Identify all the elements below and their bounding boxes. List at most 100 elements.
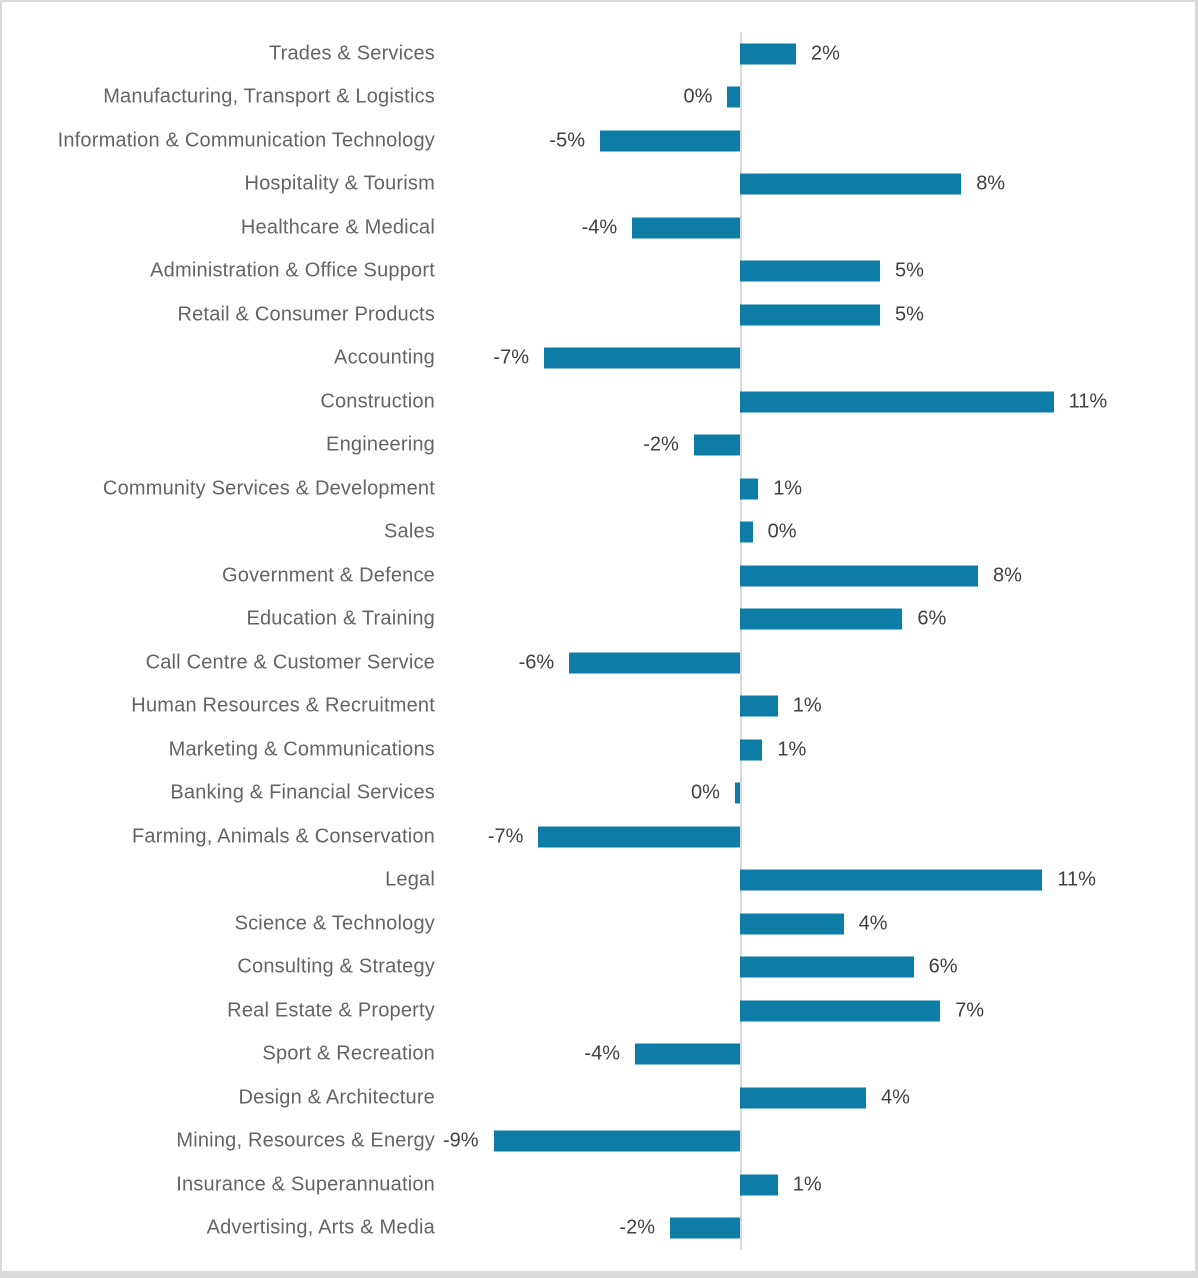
chart-row: Banking & Financial Services 0% bbox=[2, 772, 1196, 816]
value-label: 0% bbox=[767, 520, 797, 543]
bar bbox=[635, 1043, 740, 1065]
category-label: Call Centre & Customer Service bbox=[145, 651, 435, 674]
bar bbox=[740, 565, 978, 587]
bar bbox=[740, 913, 844, 935]
chart-row: Marketing & Communications 1% bbox=[2, 728, 1196, 772]
chart-row: Construction 11% bbox=[2, 380, 1196, 424]
bar bbox=[693, 434, 740, 456]
bar bbox=[740, 956, 914, 978]
value-label: -4% bbox=[584, 1042, 620, 1065]
category-label: Insurance & Superannuation bbox=[176, 1173, 435, 1196]
value-label: 7% bbox=[955, 999, 985, 1022]
value-label: -2% bbox=[643, 433, 679, 456]
chart-row: Hospitality & Tourism 8% bbox=[2, 163, 1196, 207]
chart-row: Sport & Recreation -4% bbox=[2, 1033, 1196, 1077]
category-label: Banking & Financial Services bbox=[170, 781, 435, 804]
category-label: Consulting & Strategy bbox=[237, 955, 435, 978]
chart-row: Insurance & Superannuation 1% bbox=[2, 1163, 1196, 1207]
bar bbox=[740, 43, 796, 65]
chart-row: Government & Defence 8% bbox=[2, 554, 1196, 598]
category-label: Construction bbox=[320, 390, 435, 413]
chart-row: Advertising, Arts & Media -2% bbox=[2, 1207, 1196, 1251]
value-label: -6% bbox=[518, 651, 555, 674]
category-label: Legal bbox=[385, 868, 435, 891]
value-label: 5% bbox=[895, 259, 924, 282]
bar bbox=[569, 652, 740, 674]
bar bbox=[740, 391, 1054, 413]
category-label: Retail & Consumer Products bbox=[177, 303, 435, 326]
bar bbox=[740, 304, 880, 326]
bar bbox=[544, 347, 740, 369]
bar bbox=[740, 695, 778, 717]
chart-row: Mining, Resources & Energy -9% bbox=[2, 1120, 1196, 1164]
value-label: 8% bbox=[976, 172, 1006, 195]
bar bbox=[632, 217, 740, 239]
value-label: 5% bbox=[895, 303, 924, 326]
category-label: Real Estate & Property bbox=[227, 999, 435, 1022]
category-label: Trades & Services bbox=[268, 42, 435, 65]
chart-row: Call Centre & Customer Service -6% bbox=[2, 641, 1196, 685]
category-label: Administration & Office Support bbox=[150, 259, 435, 282]
value-label: 6% bbox=[928, 955, 958, 978]
window-bottom-edge bbox=[2, 1271, 1195, 1276]
category-label: Education & Training bbox=[246, 607, 435, 630]
category-label: Farming, Animals & Conservation bbox=[132, 825, 435, 848]
category-label: Sport & Recreation bbox=[262, 1042, 435, 1065]
category-label: Healthcare & Medical bbox=[240, 216, 435, 239]
value-label: 0% bbox=[683, 85, 713, 108]
bar bbox=[740, 739, 763, 761]
value-label: -9% bbox=[443, 1129, 479, 1152]
category-label: Sales bbox=[383, 520, 435, 543]
category-label: Accounting bbox=[334, 346, 435, 369]
category-label: Engineering bbox=[326, 433, 435, 456]
value-label: -2% bbox=[619, 1216, 655, 1239]
value-label: -7% bbox=[493, 346, 529, 369]
bar bbox=[740, 1174, 778, 1196]
chart-row: Manufacturing, Transport & Logistics 0% bbox=[2, 76, 1196, 120]
value-label: 1% bbox=[792, 1173, 822, 1196]
chart-row: Consulting & Strategy 6% bbox=[2, 946, 1196, 990]
bar bbox=[740, 1087, 866, 1109]
value-label: 0% bbox=[691, 781, 720, 804]
bar bbox=[740, 608, 903, 630]
value-label: 2% bbox=[811, 42, 840, 65]
bar-chart-plot-area: Trades & Services 2% Manufacturing, Transp… bbox=[2, 32, 1196, 1250]
chart-row: Trades & Services 2% bbox=[2, 32, 1196, 76]
value-label: 4% bbox=[858, 912, 888, 935]
value-label: 1% bbox=[773, 477, 803, 500]
bar bbox=[740, 173, 962, 195]
category-label: Advertising, Arts & Media bbox=[206, 1216, 435, 1239]
value-label: 4% bbox=[881, 1086, 910, 1109]
chart-row: Community Services & Development 1% bbox=[2, 467, 1196, 511]
bar bbox=[740, 521, 753, 543]
bar bbox=[727, 86, 740, 108]
value-label: 1% bbox=[777, 738, 807, 761]
bar bbox=[600, 130, 740, 152]
chart-row: Science & Technology 4% bbox=[2, 902, 1196, 946]
bar bbox=[670, 1217, 740, 1239]
chart-row: Legal 11% bbox=[2, 859, 1196, 903]
bar bbox=[740, 1000, 941, 1022]
value-label: -7% bbox=[487, 825, 524, 848]
value-label: 1% bbox=[792, 694, 822, 717]
value-label: -5% bbox=[549, 129, 585, 152]
value-label: 11% bbox=[1057, 868, 1096, 891]
chart-row: Design & Architecture 4% bbox=[2, 1076, 1196, 1120]
category-label: Government & Defence bbox=[222, 564, 435, 587]
value-label: 8% bbox=[993, 564, 1022, 587]
chart-row: Farming, Animals & Conservation -7% bbox=[2, 815, 1196, 859]
chart-row: Sales 0% bbox=[2, 511, 1196, 555]
category-label: Mining, Resources & Energy bbox=[176, 1129, 435, 1152]
chart-row: Engineering -2% bbox=[2, 424, 1196, 468]
bar bbox=[740, 260, 880, 282]
bar bbox=[740, 478, 759, 500]
category-label: Community Services & Development bbox=[102, 477, 435, 500]
chart-row: Healthcare & Medical -4% bbox=[2, 206, 1196, 250]
chart-row: Retail & Consumer Products 5% bbox=[2, 293, 1196, 337]
value-label: 11% bbox=[1068, 390, 1108, 413]
category-label: Manufacturing, Transport & Logistics bbox=[103, 85, 435, 108]
chart-row: Human Resources & Recruitment 1% bbox=[2, 685, 1196, 729]
category-label: Design & Architecture bbox=[238, 1086, 435, 1109]
value-label: -4% bbox=[581, 216, 618, 239]
category-label: Hospitality & Tourism bbox=[244, 172, 435, 195]
